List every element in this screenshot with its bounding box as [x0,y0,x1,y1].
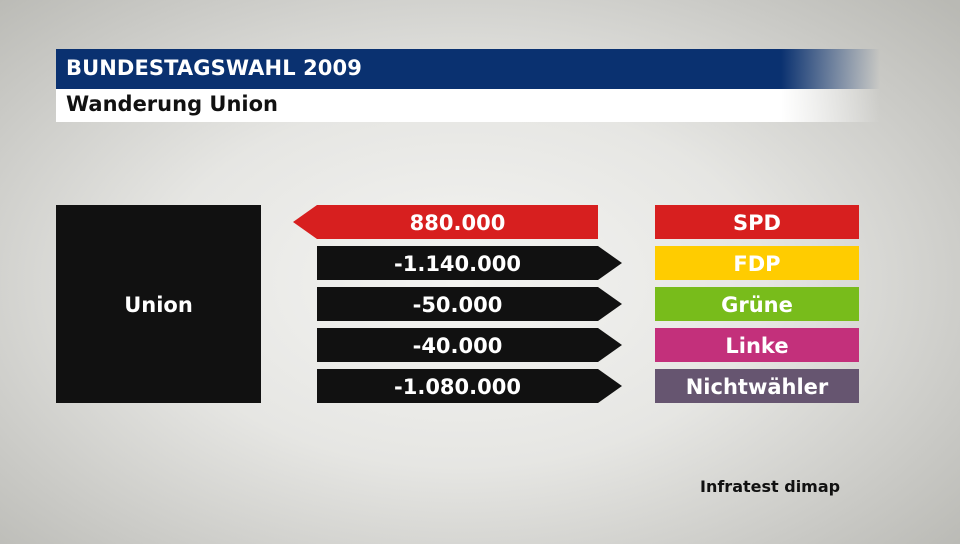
flow-value-label: -40.000 [413,334,503,358]
party-box [655,328,859,362]
title-bar: BUNDESTAGSWAHL 2009 [56,49,880,89]
center-party-box [56,205,261,403]
party-label: FDP [733,252,780,276]
flow-value-label: -50.000 [413,293,503,317]
subtitle-bar: Wanderung Union [56,89,880,122]
source-label: Infratest dimap [700,477,841,496]
flow-arrow [317,287,622,321]
party-box [655,205,859,239]
page-subtitle: Wanderung Union [66,92,278,116]
party-label: Linke [725,334,788,358]
party-label: Grüne [721,293,793,317]
party-box [655,369,859,403]
center-party-label: Union [124,293,193,317]
page-title: BUNDESTAGSWAHL 2009 [66,56,362,80]
flow-value-label: -1.080.000 [394,375,521,399]
flow-arrow [317,246,622,280]
flow-arrow [317,328,622,362]
flow-value-label: -1.140.000 [394,252,521,276]
flow-arrow [317,369,622,403]
party-box [655,287,859,321]
party-label: Nichtwähler [686,375,829,399]
party-label: SPD [733,211,781,235]
flow-value-label: 880.000 [410,211,506,235]
party-box [655,246,859,280]
flow-arrow [293,205,598,239]
